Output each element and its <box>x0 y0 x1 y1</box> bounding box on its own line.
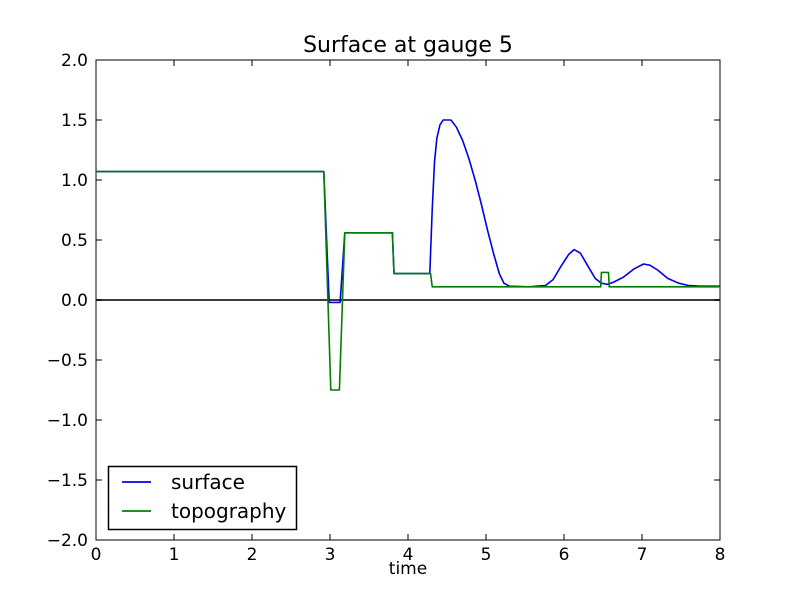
legend-label-topography: topography <box>171 499 287 523</box>
y-tick-label: 0.5 <box>61 231 88 251</box>
topography-line <box>96 170 720 391</box>
series-group <box>96 119 720 391</box>
chart-title: Surface at gauge 5 <box>303 33 513 58</box>
y-tick-label: 2.0 <box>61 51 88 71</box>
x-tick-label: 1 <box>169 545 180 565</box>
x-tick-label: 2 <box>247 545 258 565</box>
surface-line <box>96 119 720 304</box>
y-tick-label: 1.5 <box>61 111 88 131</box>
x-tick-label: 6 <box>559 545 570 565</box>
x-tick-labels: 0 1 2 3 4 5 6 7 8 <box>91 545 726 565</box>
x-tick-label: 4 <box>403 545 414 565</box>
y-tick-label: −2.0 <box>47 531 88 551</box>
x-tick-label: 3 <box>325 545 336 565</box>
y-tick-label: −0.5 <box>47 351 88 371</box>
y-tick-label: 0.0 <box>61 291 88 311</box>
y-tick-labels: 2.0 1.5 1.0 0.5 0.0 −0.5 −1.0 −1.5 −2.0 <box>47 51 88 551</box>
legend-label-surface: surface <box>171 470 245 494</box>
x-tick-label: 8 <box>715 545 726 565</box>
axis-ticks <box>95 59 721 541</box>
legend: surface topography <box>107 465 298 531</box>
x-tick-label: 7 <box>637 545 648 565</box>
x-tick-label: 5 <box>481 545 492 565</box>
legend-box <box>107 465 298 531</box>
y-tick-label: 1.0 <box>61 171 88 191</box>
y-tick-label: −1.5 <box>47 471 88 491</box>
y-tick-label: −1.0 <box>47 411 88 431</box>
x-tick-label: 0 <box>91 545 102 565</box>
x-axis-label: time <box>389 559 427 579</box>
